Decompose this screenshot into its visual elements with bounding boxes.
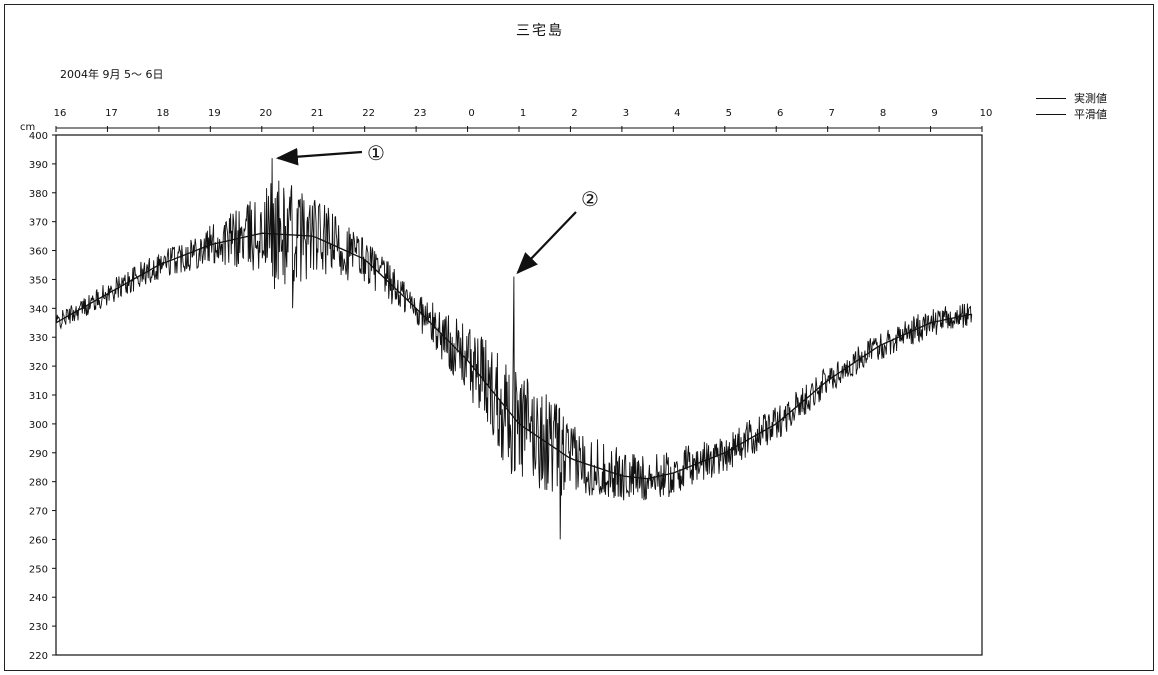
series-line-smoothed [55, 232, 972, 480]
legend-entry-smoothed: 平滑値 [1036, 106, 1107, 122]
x-tick-label: 17 [105, 108, 118, 119]
y-tick-label: 330 [29, 333, 48, 344]
x-tick-label: 19 [208, 108, 221, 119]
series-line-observed [55, 158, 973, 540]
y-tick-label: 390 [29, 160, 48, 171]
y-tick-label: 260 [29, 535, 48, 546]
series-group [55, 158, 973, 540]
chart-subtitle-date: 2004年 9月 5～ 6日 [60, 68, 164, 81]
y-tick-label: 270 [29, 507, 48, 518]
x-tick-label: 9 [931, 108, 937, 119]
annotation-arrow-2 [516, 211, 577, 275]
x-tick-label: 8 [880, 108, 886, 119]
x-tick-label: 18 [157, 108, 170, 119]
y-tick-label: 400 [29, 131, 48, 142]
x-tick-label: 10 [980, 108, 993, 119]
figure-frame [4, 4, 1154, 671]
plot-frame-group [55, 127, 983, 656]
y-tick-label: 360 [29, 247, 48, 258]
x-tick-label: 16 [54, 108, 67, 119]
y-tick-label: 220 [29, 651, 48, 662]
x-tick-label: 4 [674, 108, 680, 119]
legend: 実測値 平滑値 [1036, 90, 1107, 122]
chart-title: 三宅島 [516, 23, 564, 39]
annotation-label-1: ① [367, 141, 385, 165]
annotation-arrow-1 [275, 147, 363, 166]
x-tick-label: 21 [311, 108, 324, 119]
legend-entry-observed: 実測値 [1036, 90, 1107, 106]
x-tick-label: 1 [520, 108, 526, 119]
x-tick-label: 23 [414, 108, 427, 119]
annotations-group: ①② [275, 141, 599, 275]
y-tick-label: 250 [29, 564, 48, 575]
y-tick-label: 310 [29, 391, 48, 402]
plot-area [55, 134, 983, 656]
x-tick-label: 5 [726, 108, 732, 119]
ticks-group: 4003903803703603503403303203103002902802… [20, 108, 992, 662]
x-tick-label: 2 [571, 108, 577, 119]
y-axis-unit-label: cm [20, 122, 35, 133]
x-tick-label: 22 [362, 108, 375, 119]
y-tick-label: 290 [29, 449, 48, 460]
x-tick-label: 7 [828, 108, 834, 119]
legend-line-smoothed [1036, 113, 1066, 115]
y-tick-label: 320 [29, 362, 48, 373]
y-tick-label: 380 [29, 189, 48, 200]
x-tick-label: 3 [623, 108, 629, 119]
annotation-label-2: ② [581, 187, 599, 211]
x-tick-label: 0 [468, 108, 474, 119]
y-tick-label: 350 [29, 275, 48, 286]
y-tick-label: 230 [29, 622, 48, 633]
y-tick-label: 300 [29, 420, 48, 431]
y-tick-label: 240 [29, 593, 48, 604]
x-tick-label: 20 [259, 108, 272, 119]
y-tick-label: 370 [29, 218, 48, 229]
y-tick-label: 280 [29, 478, 48, 489]
legend-line-observed [1036, 97, 1066, 99]
legend-label-smoothed: 平滑値 [1074, 108, 1107, 121]
x-tick-label: 6 [777, 108, 783, 119]
y-tick-label: 340 [29, 304, 48, 315]
legend-label-observed: 実測値 [1074, 92, 1107, 105]
